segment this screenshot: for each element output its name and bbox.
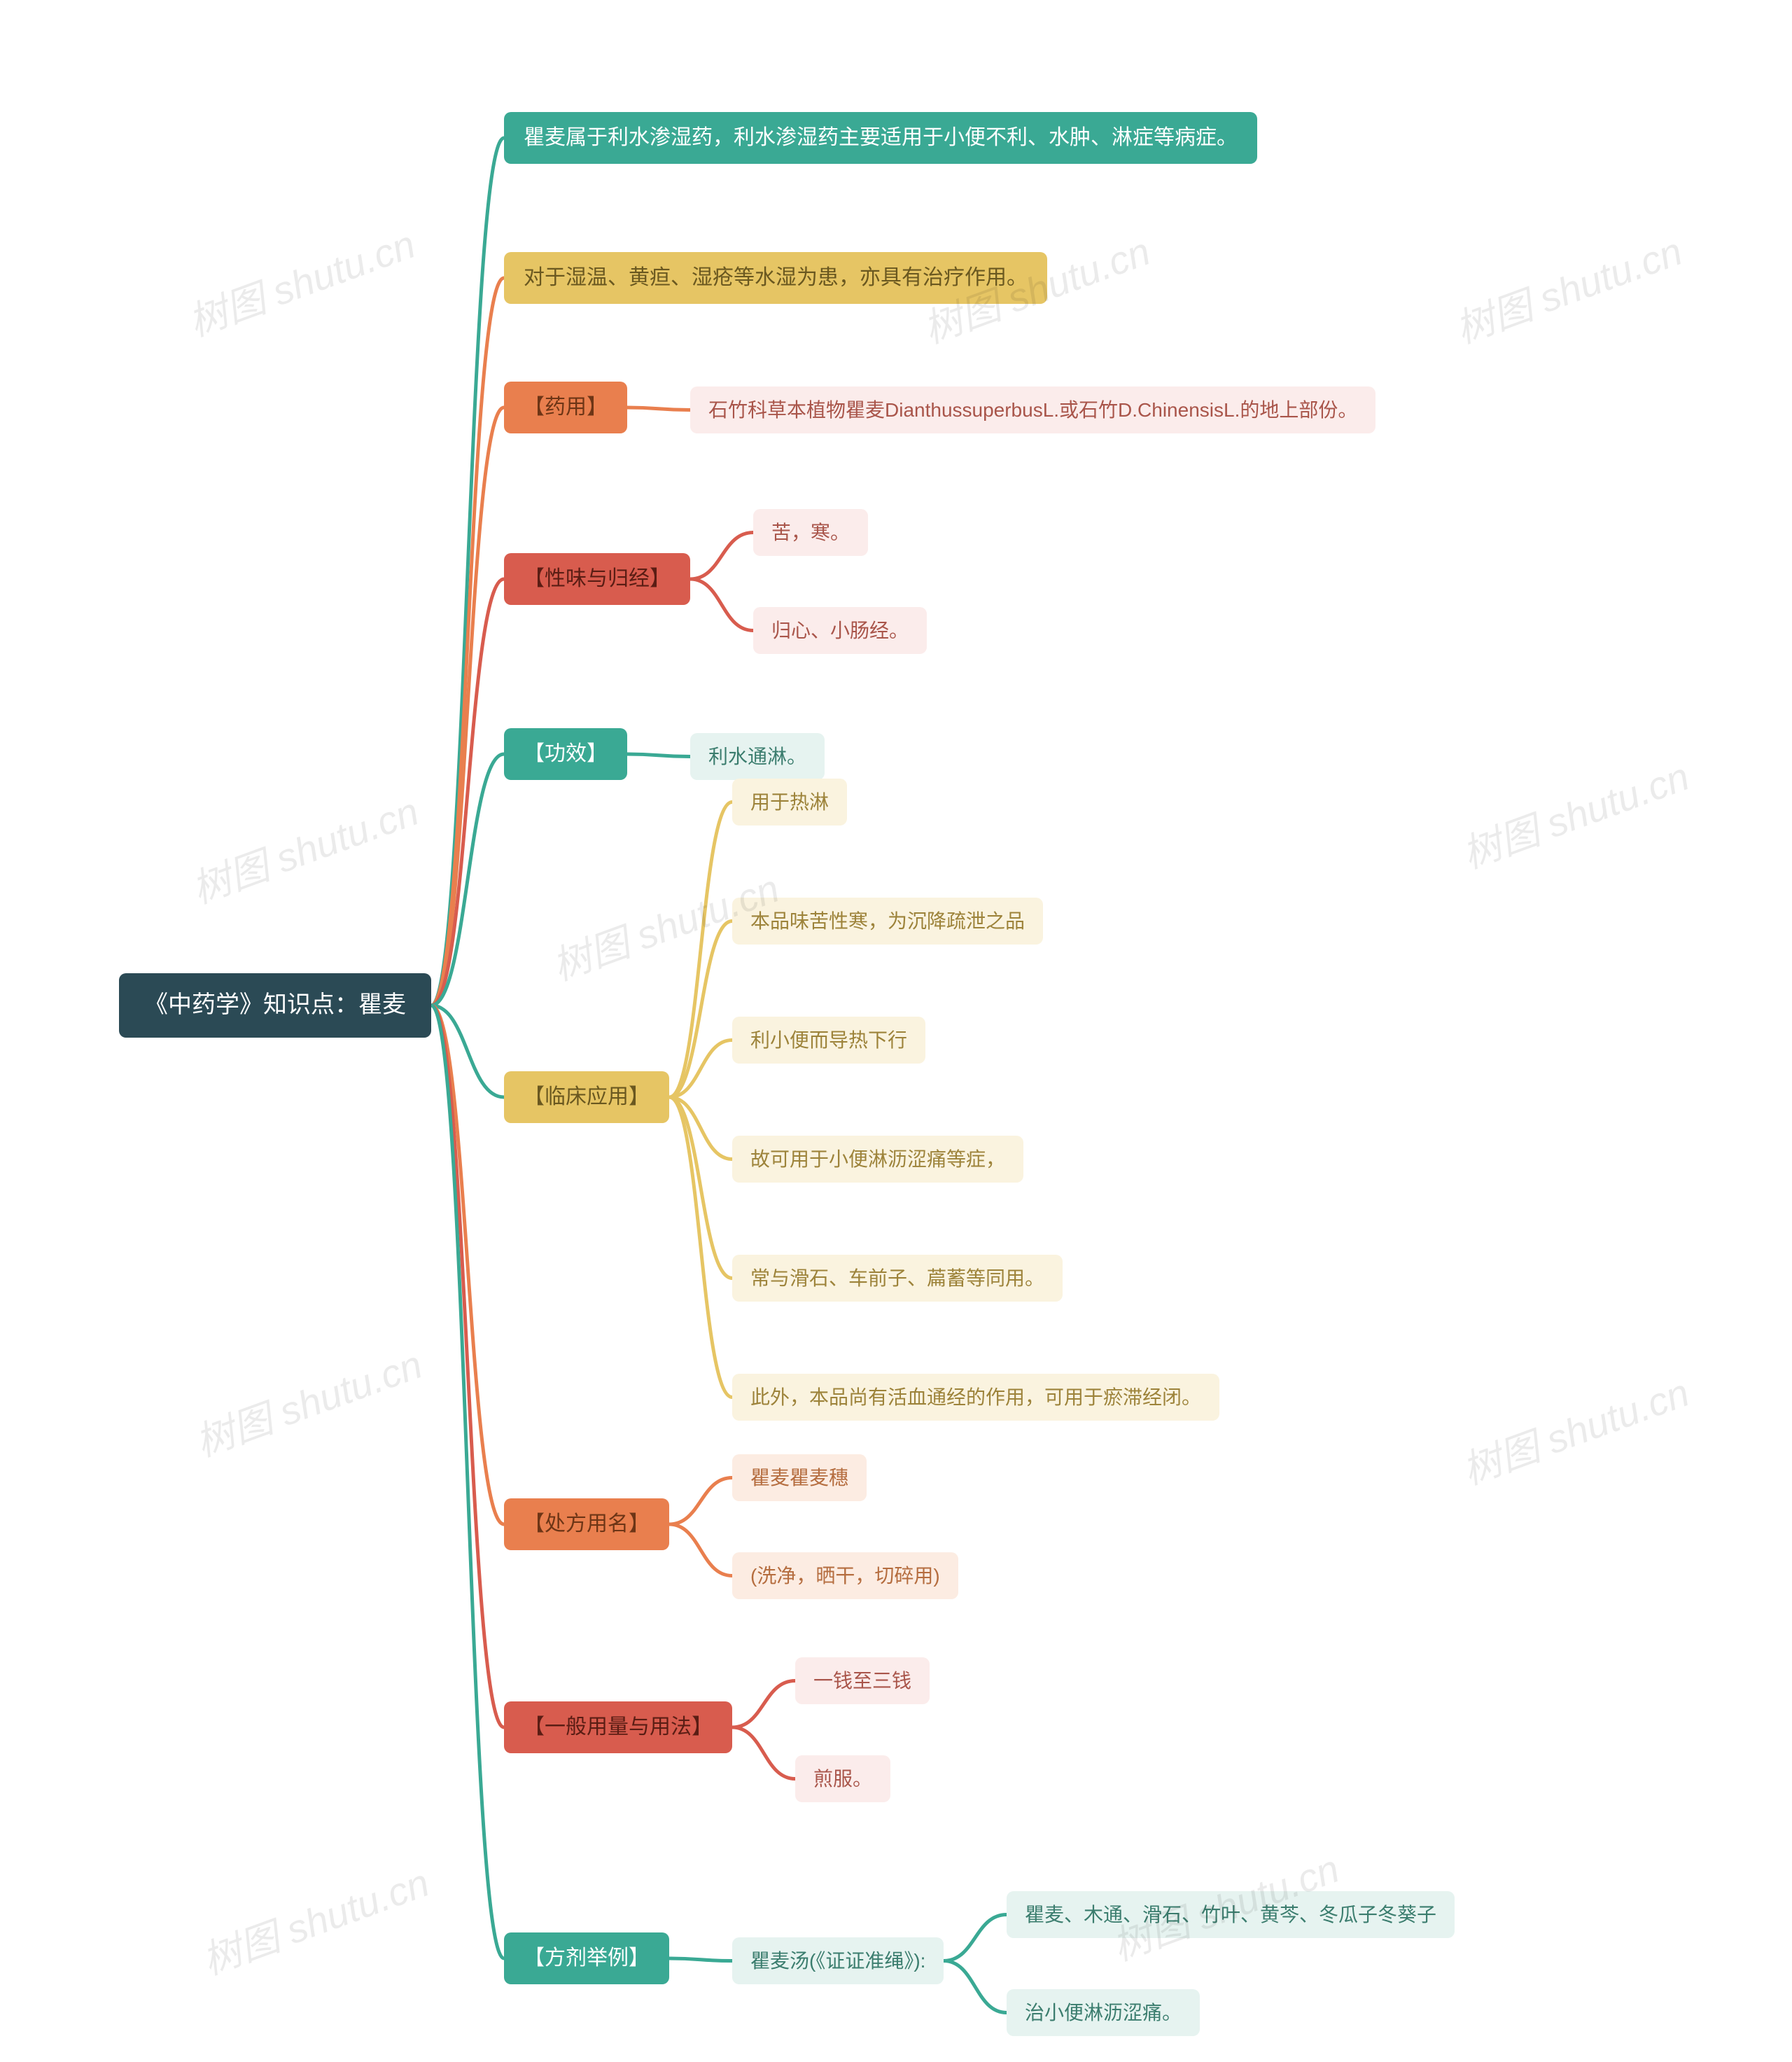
leaf: 故可用于小便淋沥涩痛等症， (732, 1136, 1023, 1183)
root-node: 《中药学》知识点：瞿麦 (119, 973, 431, 1038)
branch-n3: 【药用】 (504, 382, 627, 433)
leaf: (洗净，晒干，切碎用) (732, 1552, 958, 1599)
branch-n2: 对于湿温、黄疸、湿疮等水湿为患，亦具有治疗作用。 (504, 252, 1047, 304)
leaf: 此外，本品尚有活血通经的作用，可用于瘀滞经闭。 (732, 1374, 1219, 1421)
leaf: 瞿麦、木通、滑石、竹叶、黄芩、冬瓜子冬葵子 (1007, 1891, 1455, 1938)
branch-n6: 【临床应用】 (504, 1071, 669, 1123)
leaf: 瞿麦汤(《证证准绳》): (732, 1937, 944, 1984)
leaf: 治小便淋沥涩痛。 (1007, 1989, 1200, 2036)
leaf: 归心、小肠经。 (753, 607, 927, 654)
branch-n9: 【方剂举例】 (504, 1932, 669, 1984)
branch-n8: 【一般用量与用法】 (504, 1701, 732, 1753)
branch-n5: 【功效】 (504, 728, 627, 780)
leaf: 常与滑石、车前子、萹蓄等同用。 (732, 1255, 1063, 1302)
leaf: 瞿麦瞿麦穗 (732, 1454, 867, 1501)
leaf: 煎服。 (795, 1755, 890, 1802)
leaf: 石竹科草本植物瞿麦DianthussuperbusL.或石竹D.Chinensi… (690, 386, 1376, 433)
mindmap-canvas: 《中药学》知识点：瞿麦 瞿麦属于利水渗湿药，利水渗湿药主要适用于小便不利、水肿、淋… (0, 0, 1792, 2062)
leaf: 一钱至三钱 (795, 1657, 930, 1704)
leaf: 利水通淋。 (690, 733, 825, 780)
leaf: 利小便而导热下行 (732, 1017, 925, 1064)
leaf: 本品味苦性寒，为沉降疏泄之品 (732, 898, 1043, 945)
leaf: 用于热淋 (732, 779, 847, 826)
leaf: 苦，寒。 (753, 509, 868, 556)
branch-n1: 瞿麦属于利水渗湿药，利水渗湿药主要适用于小便不利、水肿、淋症等病症。 (504, 112, 1257, 164)
branch-n7: 【处方用名】 (504, 1498, 669, 1550)
branch-n4: 【性味与归经】 (504, 553, 690, 605)
